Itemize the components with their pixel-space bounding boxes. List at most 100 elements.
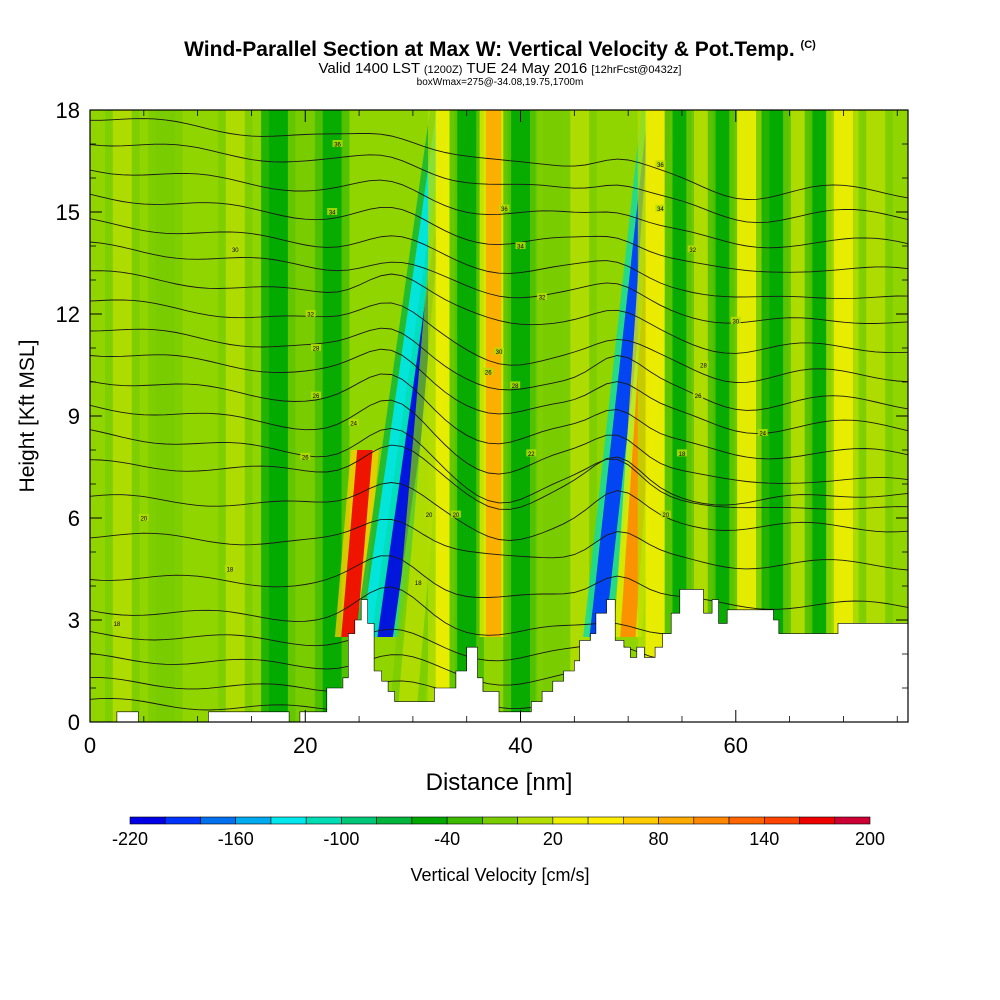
contour-label-text: 34 <box>657 207 664 213</box>
contour-label: 32 <box>687 245 698 254</box>
x-tick-label: 20 <box>293 733 317 758</box>
contour-label: 34 <box>515 242 526 251</box>
contour-label-text: 34 <box>329 211 336 217</box>
velocity-band-core <box>570 110 590 722</box>
contour-label-bg <box>332 140 343 147</box>
contour-label: 36 <box>332 140 343 149</box>
velocity-band-core <box>155 110 175 722</box>
contour-label-text: 28 <box>512 384 519 390</box>
colorbar-swatch <box>341 816 377 825</box>
y-tick-label: 9 <box>68 404 80 429</box>
colorbar-swatch <box>623 816 659 825</box>
contour-label: 26 <box>693 391 704 400</box>
contour-label: 26 <box>483 367 494 376</box>
terrain-profile <box>90 589 909 723</box>
contour-label-bg <box>327 208 338 215</box>
chart-title: Wind-Parallel Section at Max W: Vertical… <box>0 38 1000 62</box>
contour-label: 32 <box>537 293 548 302</box>
colorbar-swatch <box>693 816 730 825</box>
colorbar: -220 -160 -100 -40 20 80 140 200 Vertical Veloci… <box>112 816 885 885</box>
contour-label-bg <box>424 510 435 518</box>
colorbar-tick-label: -40 <box>434 829 460 849</box>
contour-label-bg <box>138 514 149 521</box>
theta-contour-line <box>90 241 908 324</box>
contour-label-bg <box>757 429 768 436</box>
velocity-band-core <box>341 450 373 637</box>
contour-label: 18 <box>111 619 122 628</box>
contour-label-text: 36 <box>501 207 508 213</box>
contour-label-bg <box>230 245 241 253</box>
colorbar-swatch <box>305 816 342 825</box>
contour-label-text: 22 <box>528 452 535 458</box>
x-tick-label: 40 <box>508 733 532 758</box>
contour-label-text: 20 <box>426 513 433 519</box>
chart-title-text: Wind-Parallel Section at Max W: Vertical… <box>184 38 795 61</box>
contour-label-text: 20 <box>453 513 460 519</box>
colorbar-swatch <box>200 816 237 825</box>
colorbar-swatch <box>129 816 166 825</box>
contour-label-text: 30 <box>496 350 503 356</box>
contour-label-bg <box>111 619 122 627</box>
theta-contour-line <box>90 373 908 460</box>
contour-label: 28 <box>698 361 709 370</box>
theta-contour-line <box>90 444 908 510</box>
contour-label-text: 24 <box>350 421 357 427</box>
y-tick-label: 12 <box>56 302 80 327</box>
y-tick-label: 0 <box>68 710 80 735</box>
subtitle-date: TUE 24 May 2016 <box>466 60 588 77</box>
velocity-band-core <box>511 110 530 722</box>
contour-labels: 18 18 20 26 24 26 28 30 32 34 36 20 18 26 28 22 30 32 34 36… <box>111 140 768 628</box>
contour-label-bg <box>526 449 537 457</box>
colorbar-label: Vertical Velocity [cm/s] <box>410 865 589 885</box>
theta-contour-line <box>90 697 662 722</box>
colorbar-swatch <box>763 816 800 825</box>
contour-label-bg <box>515 242 526 249</box>
contour-label-text: 30 <box>232 248 239 254</box>
colorbar-tick-label: 200 <box>855 829 885 849</box>
colorbar-swatch <box>446 816 483 825</box>
colorbar-swatch <box>270 816 307 825</box>
contour-label-bg <box>300 452 311 460</box>
theta-contour-line <box>90 193 908 273</box>
contour-label-text: 26 <box>695 394 702 400</box>
contour-label-bg <box>693 391 704 399</box>
contour-label: 24 <box>348 418 359 427</box>
contour-label: 36 <box>499 204 510 213</box>
colorbar-swatch <box>411 816 448 825</box>
contour-label-bg <box>655 204 666 212</box>
contour-label-bg <box>655 160 666 168</box>
contour-label-text: 32 <box>539 296 546 302</box>
contour-label-bg <box>698 361 709 368</box>
y-tick-label: 6 <box>68 506 80 531</box>
contour-label-bg <box>450 510 461 518</box>
contour-label-bg <box>687 245 698 253</box>
contour-label: 20 <box>660 510 671 519</box>
colorbar-tick-label: -100 <box>323 829 359 849</box>
contour-label-bg <box>499 204 510 212</box>
contour-label-bg <box>510 381 521 389</box>
contour-label-text: 32 <box>689 248 696 254</box>
contour-label-bg <box>348 418 359 426</box>
colorbar-swatch <box>587 816 624 825</box>
theta-contour-line <box>90 399 908 484</box>
colorbar-swatch <box>834 816 871 825</box>
contour-label-bg <box>305 310 316 317</box>
colorbar-swatch <box>728 816 765 825</box>
contour-label: 18 <box>413 578 424 587</box>
contour-label-bg <box>224 565 235 572</box>
contour-label-bg <box>483 367 494 375</box>
contour-label: 18 <box>224 565 235 574</box>
theta-contour-line <box>90 143 908 224</box>
theta-contour-line <box>90 270 908 354</box>
contour-label-text: 18 <box>114 622 121 628</box>
contour-label: 28 <box>510 381 521 390</box>
x-tick-label: 60 <box>724 733 748 758</box>
colorbar-tick-label: 20 <box>543 829 563 849</box>
contour-label: 36 <box>655 160 666 169</box>
velocity-band-core <box>112 110 132 722</box>
colorbar-swatch <box>517 816 554 825</box>
contour-label-text: 34 <box>517 245 524 251</box>
contour-label-text: 32 <box>307 313 314 319</box>
theta-contour-line <box>90 555 908 610</box>
